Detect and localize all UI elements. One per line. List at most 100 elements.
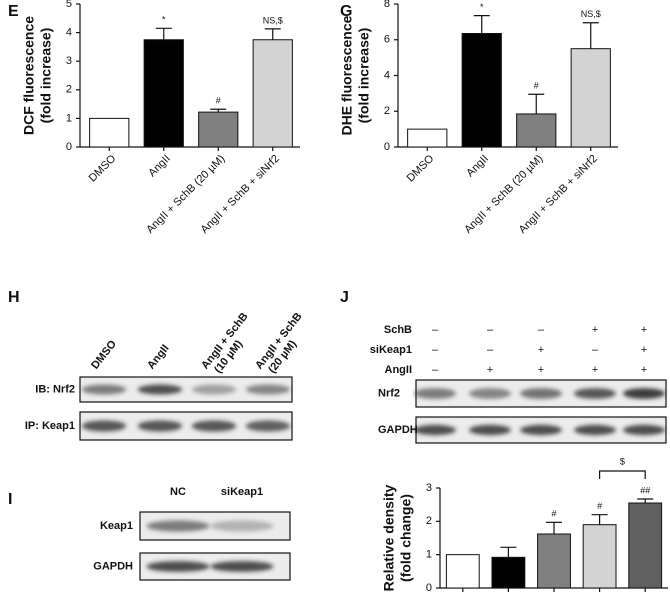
bar	[537, 533, 571, 589]
bar	[143, 39, 184, 148]
blot-band	[623, 388, 665, 399]
row-label: IB: Nrf2	[35, 383, 75, 395]
y-tick-label: 4	[66, 27, 72, 39]
y-axis-label: DHE fluorescence	[339, 15, 355, 135]
significance-label: #	[597, 501, 602, 511]
significance-label: *	[480, 2, 484, 12]
blot-band	[210, 520, 274, 532]
y-tick-label: 5	[66, 0, 72, 10]
blot-band	[414, 424, 456, 436]
condition-sign: –	[538, 324, 545, 336]
row-label: GAPDH	[93, 560, 133, 572]
blot-band	[191, 420, 237, 432]
condition-sign: +	[592, 324, 598, 336]
bar	[252, 39, 293, 148]
significance-label: #	[216, 96, 221, 106]
condition-sign: +	[641, 364, 647, 376]
significance-label: #	[551, 509, 556, 519]
blot-band	[414, 388, 456, 399]
bar	[516, 113, 557, 148]
panel-label: E	[8, 3, 19, 20]
bar	[89, 117, 130, 148]
y-tick-label: 2	[426, 515, 432, 527]
blot-band	[137, 384, 183, 395]
blot-band	[574, 388, 616, 399]
condition-label: siKeap1	[370, 344, 412, 356]
y-tick-label: 0	[66, 141, 72, 153]
condition-sign: +	[538, 364, 544, 376]
condition-sign: –	[432, 364, 439, 376]
y-tick-label: 2	[384, 105, 390, 117]
row-label: GAPDH	[378, 424, 418, 436]
y-tick-label: 1	[66, 112, 72, 124]
panel-label: G	[340, 3, 352, 20]
y-axis-label: (fold change)	[398, 494, 414, 582]
y-tick-label: 0	[426, 582, 432, 594]
significance-label: NS,$	[263, 15, 283, 25]
x-tick-label: DMSO	[87, 152, 119, 184]
blot-band	[137, 420, 183, 432]
blot-band	[191, 384, 237, 395]
blot-band	[210, 561, 274, 572]
condition-label: AngII	[385, 364, 413, 376]
bar	[445, 554, 480, 589]
y-tick-label: 8	[384, 0, 390, 10]
significance-label: ##	[640, 485, 650, 495]
condition-sign: –	[487, 324, 494, 336]
condition-sign: –	[592, 344, 599, 356]
blot-band	[146, 561, 210, 572]
condition-sign: +	[538, 344, 544, 356]
condition-label: SchB	[384, 324, 412, 336]
x-tick-label: DMSO	[405, 152, 437, 184]
comparison-label: $	[620, 456, 625, 466]
blot-band	[245, 420, 291, 432]
x-tick-label: AngII	[146, 153, 173, 180]
y-tick-label: 3	[66, 55, 72, 67]
comparison-bracket	[599, 470, 646, 479]
y-tick-label: 6	[384, 34, 390, 46]
y-axis-label: Relative density	[381, 484, 397, 591]
blot-band	[469, 388, 511, 399]
row-label: Nrf2	[378, 387, 400, 399]
blot-band	[520, 388, 562, 399]
y-tick-label: 2	[66, 84, 72, 96]
column-label: AngII	[145, 343, 171, 372]
blot-band	[469, 424, 511, 436]
column-label: siKeap1	[221, 486, 263, 498]
y-axis-label: (fold increase)	[356, 28, 372, 124]
bar	[582, 524, 617, 589]
y-axis-label: (fold increase)	[38, 28, 54, 124]
bar	[628, 502, 663, 589]
panel-label: I	[8, 491, 12, 508]
condition-sign: +	[641, 324, 647, 336]
blot-band	[623, 424, 665, 436]
panel-label: J	[340, 289, 349, 306]
column-label: DMSO	[89, 338, 119, 372]
condition-sign: –	[487, 344, 494, 356]
significance-label: NS,$	[581, 9, 601, 19]
blot-band	[520, 424, 562, 436]
bar	[570, 48, 611, 148]
significance-label: #	[534, 81, 539, 91]
panel-label: H	[8, 289, 20, 306]
y-tick-label: 1	[426, 549, 432, 561]
condition-sign: +	[592, 364, 598, 376]
row-label: Keap1	[100, 520, 133, 532]
blot-band	[81, 384, 127, 395]
blot-band	[81, 420, 127, 432]
x-tick-label: AngII	[464, 153, 491, 180]
blot-band	[574, 424, 616, 436]
condition-sign: –	[432, 344, 439, 356]
bar	[461, 32, 502, 148]
condition-sign: –	[432, 324, 439, 336]
y-tick-label: 3	[426, 482, 432, 494]
y-tick-label: 0	[384, 141, 390, 153]
bar	[491, 556, 526, 589]
y-tick-label: 4	[384, 69, 390, 81]
bar	[198, 111, 239, 148]
blot-band	[245, 384, 291, 395]
y-axis-label: DCF fluorescence	[21, 16, 37, 135]
significance-label: *	[162, 15, 166, 25]
column-label: NC	[170, 486, 186, 498]
